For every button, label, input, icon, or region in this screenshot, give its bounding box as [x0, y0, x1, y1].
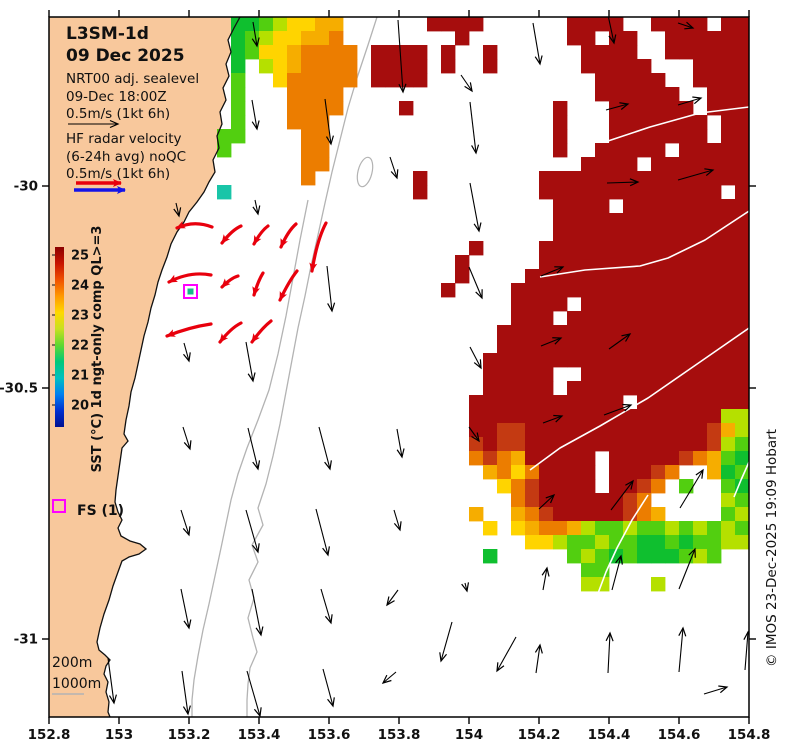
bathymetry-contour-loop [356, 156, 374, 188]
svg-text:153.4: 153.4 [238, 727, 281, 743]
svg-text:153.8: 153.8 [378, 727, 421, 743]
sealevel-contour [596, 494, 649, 597]
legend-sealevel-line2: 09-Dec 18:00Z [66, 89, 167, 105]
legend-hf-line2: (6-24h avg) noQC [66, 149, 187, 165]
svg-text:22: 22 [71, 339, 89, 354]
hf-radar-vectors-red [165, 220, 328, 344]
svg-text:-30.5: -30.5 [0, 381, 38, 397]
axis-ticks: 152.8 153 153.2 153.4 153.6 153.8 154 154.2 154.… [0, 10, 770, 743]
svg-text:153.6: 153.6 [308, 727, 351, 743]
svg-text:-31: -31 [14, 632, 38, 648]
svg-text:23: 23 [71, 309, 89, 324]
legend-sealevel-scale: 0.5m/s (1kt 6h) [66, 106, 171, 122]
credit-text: © IMOS 23-Dec-2025 19:09 Hobart [764, 429, 780, 667]
bathymetry-contour-1000m [191, 199, 309, 717]
coastline [96, 17, 241, 717]
fs-legend-label: FS (1) [77, 503, 125, 519]
sst-grid [217, 17, 749, 592]
fs-legend-square [52, 499, 66, 513]
svg-text:154: 154 [455, 727, 483, 743]
legend-symbols [52, 119, 126, 695]
svg-text:21: 21 [71, 369, 89, 384]
hf-altimetry-vectors-black [107, 17, 749, 717]
depth-label-1000m: 1000m [52, 676, 102, 692]
depth-label-200m: 200m [52, 655, 93, 671]
title-date: 09 Dec 2025 [66, 46, 185, 66]
bathymetry-contour-200m [246, 17, 378, 717]
colorbar-label: SST (°C) 1d ngt-only comp QL>=3 [90, 226, 105, 473]
legend-sealevel-line1: NRT00 adj. sealevel [66, 71, 200, 87]
svg-text:154.8: 154.8 [728, 727, 771, 743]
sealevel-contour [539, 210, 749, 278]
legend-hf-scale: 0.5m/s (1kt 6h) [66, 166, 171, 182]
svg-text:24: 24 [71, 279, 89, 294]
land-polygon [49, 17, 240, 717]
svg-text:153: 153 [105, 727, 133, 743]
svg-text:154.2: 154.2 [518, 727, 561, 743]
map-content [49, 17, 749, 717]
colorbar: 25 24 23 22 21 20 SST (°C) 1d ngt-only comp QL… [52, 226, 105, 473]
svg-text:154.6: 154.6 [658, 727, 701, 743]
svg-text:25: 25 [71, 249, 89, 264]
svg-text:154.4: 154.4 [588, 727, 631, 743]
svg-text:153.2: 153.2 [168, 727, 211, 743]
legend-hf-line1: HF radar velocity [66, 131, 182, 147]
sealevel-contour [529, 327, 749, 471]
svg-text:-30: -30 [14, 179, 38, 195]
sealevel-contour [607, 106, 749, 142]
svg-text:152.8: 152.8 [28, 727, 71, 743]
title-product: L3SM-1d [66, 24, 149, 44]
sealevel-contour [733, 461, 749, 498]
svg-text:20: 20 [71, 399, 89, 414]
fs-station-marker-fill [187, 288, 194, 295]
